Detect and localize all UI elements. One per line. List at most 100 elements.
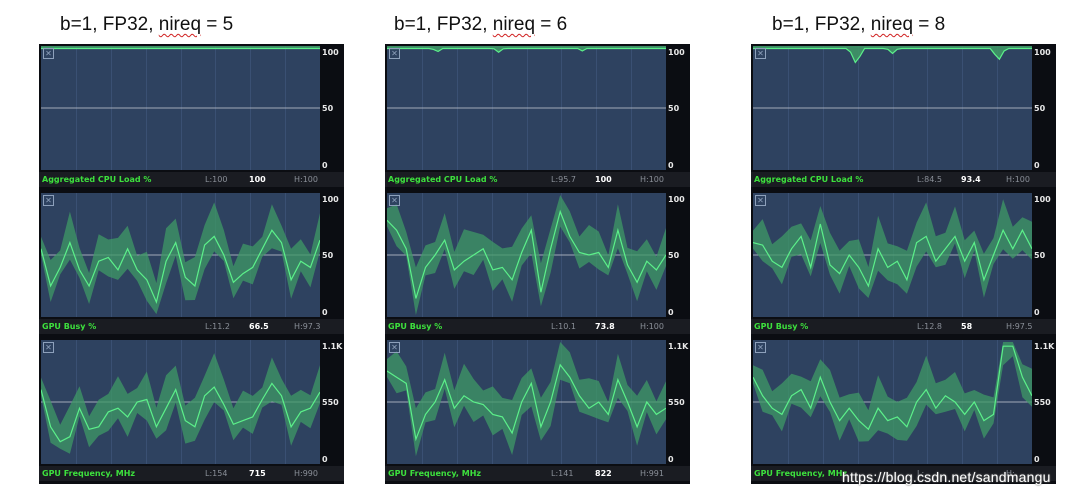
monitor-panel: ✕ 1.1K 550 0 GPU Frequency, MHz L:141 822 H:991 (385, 338, 690, 483)
monitor-panel: ✕ 100 50 0 Aggregated CPU Load % L:95.7 100 H:1… (385, 44, 690, 189)
current-value: 822 (595, 469, 612, 478)
stat-bar: GPU Busy % L:12.8 58 H:97.5 (751, 319, 1056, 334)
low-value: L:141 (551, 469, 574, 478)
scale-label: 100 (668, 48, 685, 57)
graph-area: ✕ (753, 193, 1032, 317)
monitor-panel: ✕ 1.1K 550 0 GPU Frequency, MHz L: H: (751, 338, 1056, 483)
metric-name: Aggregated CPU Load % (754, 175, 864, 184)
high-value: H:100 (1006, 175, 1030, 184)
monitor-panel: ✕ 100 50 0 Aggregated CPU Load % L:84.5 93.4 H:… (751, 44, 1056, 189)
close-icon[interactable]: ✕ (43, 342, 54, 353)
close-icon[interactable]: ✕ (389, 195, 400, 206)
stat-bar: GPU Frequency, MHz L:154 715 H:990 (39, 466, 344, 481)
scale-label: 50 (668, 251, 680, 260)
graph-area: ✕ (753, 46, 1032, 170)
metric-name: Aggregated CPU Load % (42, 175, 152, 184)
high-value: H:97.3 (294, 322, 321, 331)
monitor-panel: ✕ 100 50 0 GPU Busy % L:10.1 73.8 H:100 (385, 191, 690, 336)
scale-label: 550 (668, 398, 685, 407)
close-icon[interactable]: ✕ (755, 195, 766, 206)
metric-name: GPU Busy % (42, 322, 97, 331)
scale-label: 0 (322, 161, 328, 170)
scale-label: 50 (1034, 104, 1046, 113)
stat-bar: Aggregated CPU Load % L:84.5 93.4 H:100 (751, 172, 1056, 187)
watermark: https://blog.csdn.net/sandmangu (842, 469, 1051, 485)
metric-name: GPU Busy % (388, 322, 443, 331)
metric-name: GPU Busy % (754, 322, 809, 331)
close-icon[interactable]: ✕ (43, 48, 54, 59)
high-value: H:100 (640, 175, 664, 184)
low-value: L:10.1 (551, 322, 576, 331)
high-value: H:991 (640, 469, 664, 478)
monitor-panel: ✕ 100 50 0 GPU Busy % L:11.2 66.5 H:97.3 (39, 191, 344, 336)
close-icon[interactable]: ✕ (43, 195, 54, 206)
current-value: 58 (961, 322, 973, 331)
graph-area: ✕ (41, 46, 320, 170)
graph-area: ✕ (387, 340, 666, 464)
low-value: L:95.7 (551, 175, 576, 184)
low-value: L:84.5 (917, 175, 942, 184)
graph-area: ✕ (387, 193, 666, 317)
scale-label: 0 (1034, 308, 1040, 317)
monitor-column-3: ✕ 100 50 0 Aggregated CPU Load % L:84.5 93.4 H:… (751, 44, 1056, 484)
metric-name: GPU Frequency, MHz (754, 469, 848, 478)
monitor-panel: ✕ 1.1K 550 0 GPU Frequency, MHz L:154 715 H:990 (39, 338, 344, 483)
graph-area: ✕ (387, 46, 666, 170)
high-value: H:97.5 (1006, 322, 1033, 331)
metric-name: GPU Frequency, MHz (388, 469, 482, 478)
stat-bar: GPU Busy % L:10.1 73.8 H:100 (385, 319, 690, 334)
scale-label: 50 (322, 104, 334, 113)
monitor-column-1: ✕ 100 50 0 Aggregated CPU Load % L:100 100 H:10… (39, 44, 344, 484)
scale-label: 550 (322, 398, 339, 407)
low-value: L:154 (205, 469, 228, 478)
graph-area: ✕ (753, 340, 1032, 464)
close-icon[interactable]: ✕ (755, 342, 766, 353)
high-value: H:100 (294, 175, 318, 184)
high-value: H:100 (640, 322, 664, 331)
scale-label: 0 (668, 455, 674, 464)
column-title-1: b=1, FP32, nireq = 5 (60, 14, 234, 35)
close-icon[interactable]: ✕ (389, 48, 400, 59)
scale-label: 0 (668, 308, 674, 317)
scale-label: 550 (1034, 398, 1051, 407)
metric-name: Aggregated CPU Load % (388, 175, 498, 184)
low-value: L:12.8 (917, 322, 942, 331)
scale-label: 100 (322, 195, 339, 204)
current-value: 93.4 (961, 175, 981, 184)
stat-bar: GPU Busy % L:11.2 66.5 H:97.3 (39, 319, 344, 334)
monitor-column-2: ✕ 100 50 0 Aggregated CPU Load % L:95.7 100 H:1… (385, 44, 690, 484)
graph-area: ✕ (41, 340, 320, 464)
stat-bar: GPU Frequency, MHz L: H: (751, 466, 1056, 481)
scale-label: 0 (322, 308, 328, 317)
close-icon[interactable]: ✕ (389, 342, 400, 353)
scale-label: 0 (1034, 161, 1040, 170)
current-value: 100 (249, 175, 266, 184)
close-icon[interactable]: ✕ (755, 48, 766, 59)
scale-label: 50 (322, 251, 334, 260)
scale-label: 0 (668, 161, 674, 170)
metric-name: GPU Frequency, MHz (42, 469, 136, 478)
scale-label: 1.1K (1034, 342, 1055, 351)
scale-label: 100 (322, 48, 339, 57)
stat-bar: GPU Frequency, MHz L:141 822 H:991 (385, 466, 690, 481)
low-value: L:100 (205, 175, 228, 184)
scale-label: 50 (668, 104, 680, 113)
monitor-panel: ✕ 100 50 0 GPU Busy % L:12.8 58 H:97.5 (751, 191, 1056, 336)
graph-area: ✕ (41, 193, 320, 317)
current-value: 73.8 (595, 322, 615, 331)
scale-label: 100 (1034, 48, 1051, 57)
scale-label: 1.1K (322, 342, 343, 351)
stat-bar: Aggregated CPU Load % L:100 100 H:100 (39, 172, 344, 187)
scale-label: 1.1K (668, 342, 689, 351)
low-value: L: (917, 469, 925, 478)
scale-label: 0 (322, 455, 328, 464)
column-title-2: b=1, FP32, nireq = 6 (394, 14, 568, 35)
monitor-panel: ✕ 100 50 0 Aggregated CPU Load % L:100 100 H:10… (39, 44, 344, 189)
current-value: 715 (249, 469, 266, 478)
current-value: 66.5 (249, 322, 269, 331)
scale-label: 0 (1034, 455, 1040, 464)
scale-label: 100 (1034, 195, 1051, 204)
high-value: H:990 (294, 469, 318, 478)
column-title-3: b=1, FP32, nireq = 8 (772, 14, 946, 35)
scale-label: 50 (1034, 251, 1046, 260)
